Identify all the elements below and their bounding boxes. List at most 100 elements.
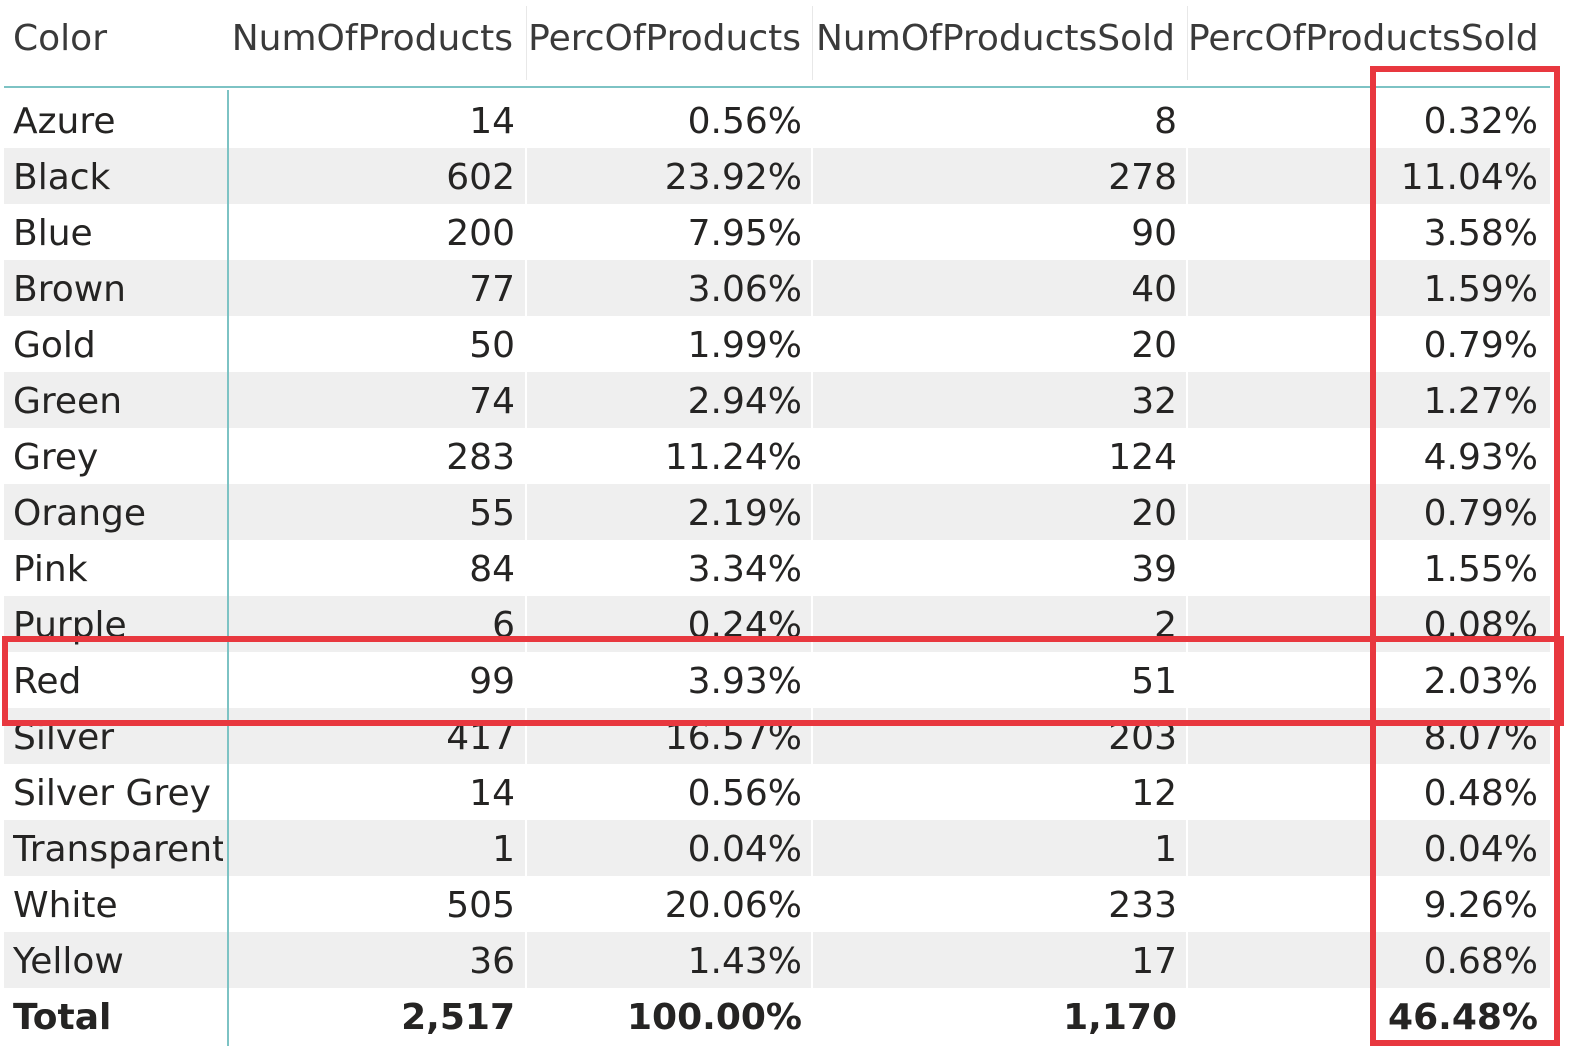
cell-perc-of-products: 3.06% — [687, 269, 802, 310]
row-shade — [1188, 148, 1550, 204]
table-row[interactable]: White 505 20.06% 233 9.26% — [0, 876, 1550, 932]
table-row[interactable]: Black 602 23.92% 278 11.04% — [0, 148, 1550, 204]
cell-color: Red — [13, 661, 82, 702]
row-shade — [229, 708, 525, 764]
cell-perc-of-products: 0.56% — [687, 773, 802, 814]
cell-num-of-products: 14 — [469, 101, 515, 142]
row-shade — [4, 596, 227, 652]
row-shade — [4, 932, 227, 988]
row-shade — [527, 932, 811, 988]
cell-perc-of-products: 1.99% — [687, 325, 802, 366]
cell-perc-of-products-sold: 0.68% — [1423, 941, 1538, 982]
cell-perc-of-products-sold: 4.93% — [1423, 437, 1538, 478]
row-shade — [229, 260, 525, 316]
cell-perc-of-products: 3.34% — [687, 549, 802, 590]
row-shade — [527, 596, 811, 652]
header-divider — [526, 6, 527, 80]
header-num-of-products[interactable]: NumOfProducts — [231, 18, 513, 59]
header-num-of-products-sold[interactable]: NumOfProductsSold — [816, 18, 1175, 59]
cell-perc-of-products-sold: 2.03% — [1423, 661, 1538, 702]
cell-perc-of-products-sold: 3.58% — [1423, 213, 1538, 254]
header-rule — [4, 86, 1550, 88]
header-perc-of-products-sold[interactable]: PercOfProductsSold — [1188, 18, 1536, 59]
cell-num-of-products-sold: 203 — [1108, 717, 1177, 758]
cell-num-of-products-sold: 32 — [1131, 381, 1177, 422]
cell-color: Yellow — [13, 941, 124, 982]
cell-perc-of-products: 2.94% — [687, 381, 802, 422]
row-shade — [527, 708, 811, 764]
cell-color: Orange — [13, 493, 147, 534]
row-shade — [1188, 484, 1550, 540]
table-header: Color NumOfProducts PercOfProducts NumOf… — [0, 0, 1550, 88]
table-row[interactable]: Red 99 3.93% 51 2.03% — [0, 652, 1550, 708]
cell-perc-of-products: 0.24% — [687, 605, 802, 646]
row-shade — [1188, 596, 1550, 652]
cell-color: Gold — [13, 325, 96, 366]
total-cell-perc-of-products: 100.00% — [627, 997, 802, 1038]
table-row[interactable]: Purple 6 0.24% 2 0.08% — [0, 596, 1550, 652]
cell-color: Green — [13, 381, 123, 422]
cell-perc-of-products: 3.93% — [687, 661, 802, 702]
table-row[interactable]: Silver Grey 14 0.56% 12 0.48% — [0, 764, 1550, 820]
row-shade — [1188, 820, 1550, 876]
row-shade — [813, 148, 1186, 204]
cell-perc-of-products: 0.04% — [687, 829, 802, 870]
cell-perc-of-products: 1.43% — [687, 941, 802, 982]
total-row[interactable]: Total 2,517 100.00% 1,170 46.48% — [0, 988, 1550, 1044]
row-shade — [1188, 932, 1550, 988]
row-shade — [4, 372, 227, 428]
cell-perc-of-products-sold: 0.79% — [1423, 325, 1538, 366]
cell-perc-of-products-sold: 0.48% — [1423, 773, 1538, 814]
cell-num-of-products: 200 — [446, 213, 515, 254]
cell-num-of-products: 602 — [446, 157, 515, 198]
cell-perc-of-products-sold: 1.55% — [1423, 549, 1538, 590]
row-shade — [527, 372, 811, 428]
cell-num-of-products-sold: 17 — [1131, 941, 1177, 982]
cell-num-of-products-sold: 40 — [1131, 269, 1177, 310]
cell-num-of-products: 14 — [469, 773, 515, 814]
cell-num-of-products-sold: 90 — [1131, 213, 1177, 254]
table-row[interactable]: Grey 283 11.24% 124 4.93% — [0, 428, 1550, 484]
cell-num-of-products: 505 — [446, 885, 515, 926]
cell-num-of-products: 84 — [469, 549, 515, 590]
total-cell-color: Total — [13, 997, 112, 1038]
row-header-separator — [227, 90, 229, 1046]
table-row[interactable]: Pink 84 3.34% 39 1.55% — [0, 540, 1550, 596]
cell-perc-of-products: 20.06% — [664, 885, 802, 926]
header-divider — [812, 6, 813, 80]
table-row[interactable]: Brown 77 3.06% 40 1.59% — [0, 260, 1550, 316]
cell-num-of-products: 55 — [469, 493, 515, 534]
total-cell-num-of-products: 2,517 — [401, 997, 515, 1038]
header-color[interactable]: Color — [13, 18, 107, 59]
cell-perc-of-products: 11.24% — [664, 437, 802, 478]
table-row[interactable]: Yellow 36 1.43% 17 0.68% — [0, 932, 1550, 988]
table-row[interactable]: Blue 200 7.95% 90 3.58% — [0, 204, 1550, 260]
row-shade — [813, 820, 1186, 876]
table-row[interactable]: Transparent 1 0.04% 1 0.04% — [0, 820, 1550, 876]
cell-num-of-products-sold: 1 — [1154, 829, 1177, 870]
table-row[interactable]: Green 74 2.94% 32 1.27% — [0, 372, 1550, 428]
table-row[interactable]: Silver 417 16.57% 203 8.07% — [0, 708, 1550, 764]
row-shade — [527, 148, 811, 204]
cell-perc-of-products-sold: 8.07% — [1423, 717, 1538, 758]
row-shade — [527, 820, 811, 876]
table-row[interactable]: Orange 55 2.19% 20 0.79% — [0, 484, 1550, 540]
row-shade — [1188, 372, 1550, 428]
row-shade — [229, 148, 525, 204]
cell-perc-of-products-sold: 0.04% — [1423, 829, 1538, 870]
cell-num-of-products-sold: 20 — [1131, 325, 1177, 366]
row-shade — [813, 708, 1186, 764]
row-shade — [229, 820, 525, 876]
cell-num-of-products-sold: 2 — [1154, 605, 1177, 646]
cell-perc-of-products-sold: 0.32% — [1423, 101, 1538, 142]
row-shade — [813, 596, 1186, 652]
table-row[interactable]: Azure 14 0.56% 8 0.32% — [0, 92, 1550, 148]
cell-color: Purple — [13, 605, 127, 646]
cell-num-of-products-sold: 20 — [1131, 493, 1177, 534]
cell-color: Pink — [13, 549, 88, 590]
table-row[interactable]: Gold 50 1.99% 20 0.79% — [0, 316, 1550, 372]
cell-perc-of-products: 16.57% — [664, 717, 802, 758]
cell-num-of-products: 99 — [469, 661, 515, 702]
header-perc-of-products[interactable]: PercOfProducts — [528, 18, 801, 59]
total-cell-num-of-products-sold: 1,170 — [1063, 997, 1177, 1038]
